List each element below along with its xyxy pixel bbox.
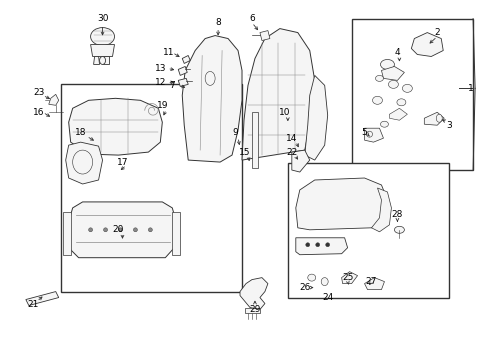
Text: 28: 28 (391, 210, 402, 219)
Text: 19: 19 (156, 101, 168, 110)
Text: 3: 3 (446, 121, 451, 130)
Polygon shape (90, 45, 114, 57)
Polygon shape (291, 150, 309, 172)
Ellipse shape (396, 99, 405, 106)
Polygon shape (424, 112, 443, 125)
Ellipse shape (366, 131, 372, 137)
Text: 1: 1 (468, 84, 473, 93)
Text: 2: 2 (433, 28, 439, 37)
Polygon shape (26, 292, 59, 306)
Ellipse shape (100, 57, 105, 64)
Ellipse shape (380, 121, 387, 127)
Polygon shape (68, 202, 176, 258)
Polygon shape (178, 78, 188, 86)
Polygon shape (341, 272, 357, 284)
Polygon shape (388, 108, 407, 120)
Text: 29: 29 (249, 305, 260, 314)
Text: 10: 10 (279, 108, 290, 117)
Ellipse shape (321, 278, 327, 285)
Text: 17: 17 (117, 158, 128, 167)
Polygon shape (410, 32, 442, 57)
Polygon shape (251, 112, 258, 168)
Text: 6: 6 (248, 14, 254, 23)
Text: 27: 27 (365, 277, 376, 286)
Ellipse shape (375, 75, 383, 81)
Text: 16: 16 (33, 108, 44, 117)
Ellipse shape (90, 28, 114, 45)
Polygon shape (65, 142, 102, 184)
Text: 30: 30 (97, 14, 108, 23)
Ellipse shape (372, 96, 382, 104)
Text: 21: 21 (27, 300, 39, 309)
Text: 7: 7 (169, 81, 175, 90)
Text: 4: 4 (394, 48, 399, 57)
Polygon shape (240, 278, 267, 310)
Polygon shape (295, 238, 347, 255)
Text: 18: 18 (75, 128, 86, 137)
Polygon shape (304, 75, 327, 160)
Polygon shape (172, 212, 180, 255)
Polygon shape (364, 278, 384, 289)
Text: 8: 8 (215, 18, 221, 27)
Polygon shape (242, 28, 314, 160)
Text: 5: 5 (361, 128, 366, 137)
Polygon shape (178, 67, 187, 75)
Ellipse shape (88, 228, 92, 232)
Polygon shape (62, 212, 71, 255)
Ellipse shape (205, 71, 215, 85)
Text: 12: 12 (154, 78, 165, 87)
Polygon shape (68, 98, 162, 155)
Polygon shape (295, 178, 386, 230)
Text: 22: 22 (285, 148, 297, 157)
Text: 15: 15 (239, 148, 250, 157)
Polygon shape (102, 57, 108, 64)
Text: 23: 23 (33, 88, 44, 97)
Bar (351, 19, 472, 170)
Bar (61, 84, 242, 292)
Text: 9: 9 (232, 128, 238, 137)
Polygon shape (182, 36, 242, 162)
Ellipse shape (325, 243, 329, 247)
Polygon shape (381, 67, 404, 80)
Ellipse shape (148, 228, 152, 232)
Polygon shape (182, 55, 190, 63)
Polygon shape (260, 31, 269, 41)
Polygon shape (371, 188, 390, 232)
Ellipse shape (305, 243, 309, 247)
Polygon shape (364, 128, 383, 142)
Ellipse shape (394, 226, 404, 233)
Ellipse shape (118, 228, 122, 232)
Text: 24: 24 (322, 293, 333, 302)
Ellipse shape (402, 84, 411, 92)
Bar (287, 163, 448, 298)
Ellipse shape (133, 228, 137, 232)
Ellipse shape (380, 59, 394, 69)
Ellipse shape (307, 274, 315, 281)
Text: 20: 20 (113, 225, 124, 234)
Polygon shape (49, 94, 59, 105)
Text: 25: 25 (341, 273, 352, 282)
Bar (244, 307, 260, 314)
Text: 11: 11 (162, 48, 174, 57)
Ellipse shape (103, 228, 107, 232)
Polygon shape (93, 57, 100, 64)
Ellipse shape (315, 243, 319, 247)
Text: 26: 26 (299, 283, 310, 292)
Text: 14: 14 (285, 134, 297, 143)
Text: 13: 13 (154, 64, 166, 73)
Ellipse shape (435, 114, 441, 122)
Ellipse shape (387, 80, 398, 88)
